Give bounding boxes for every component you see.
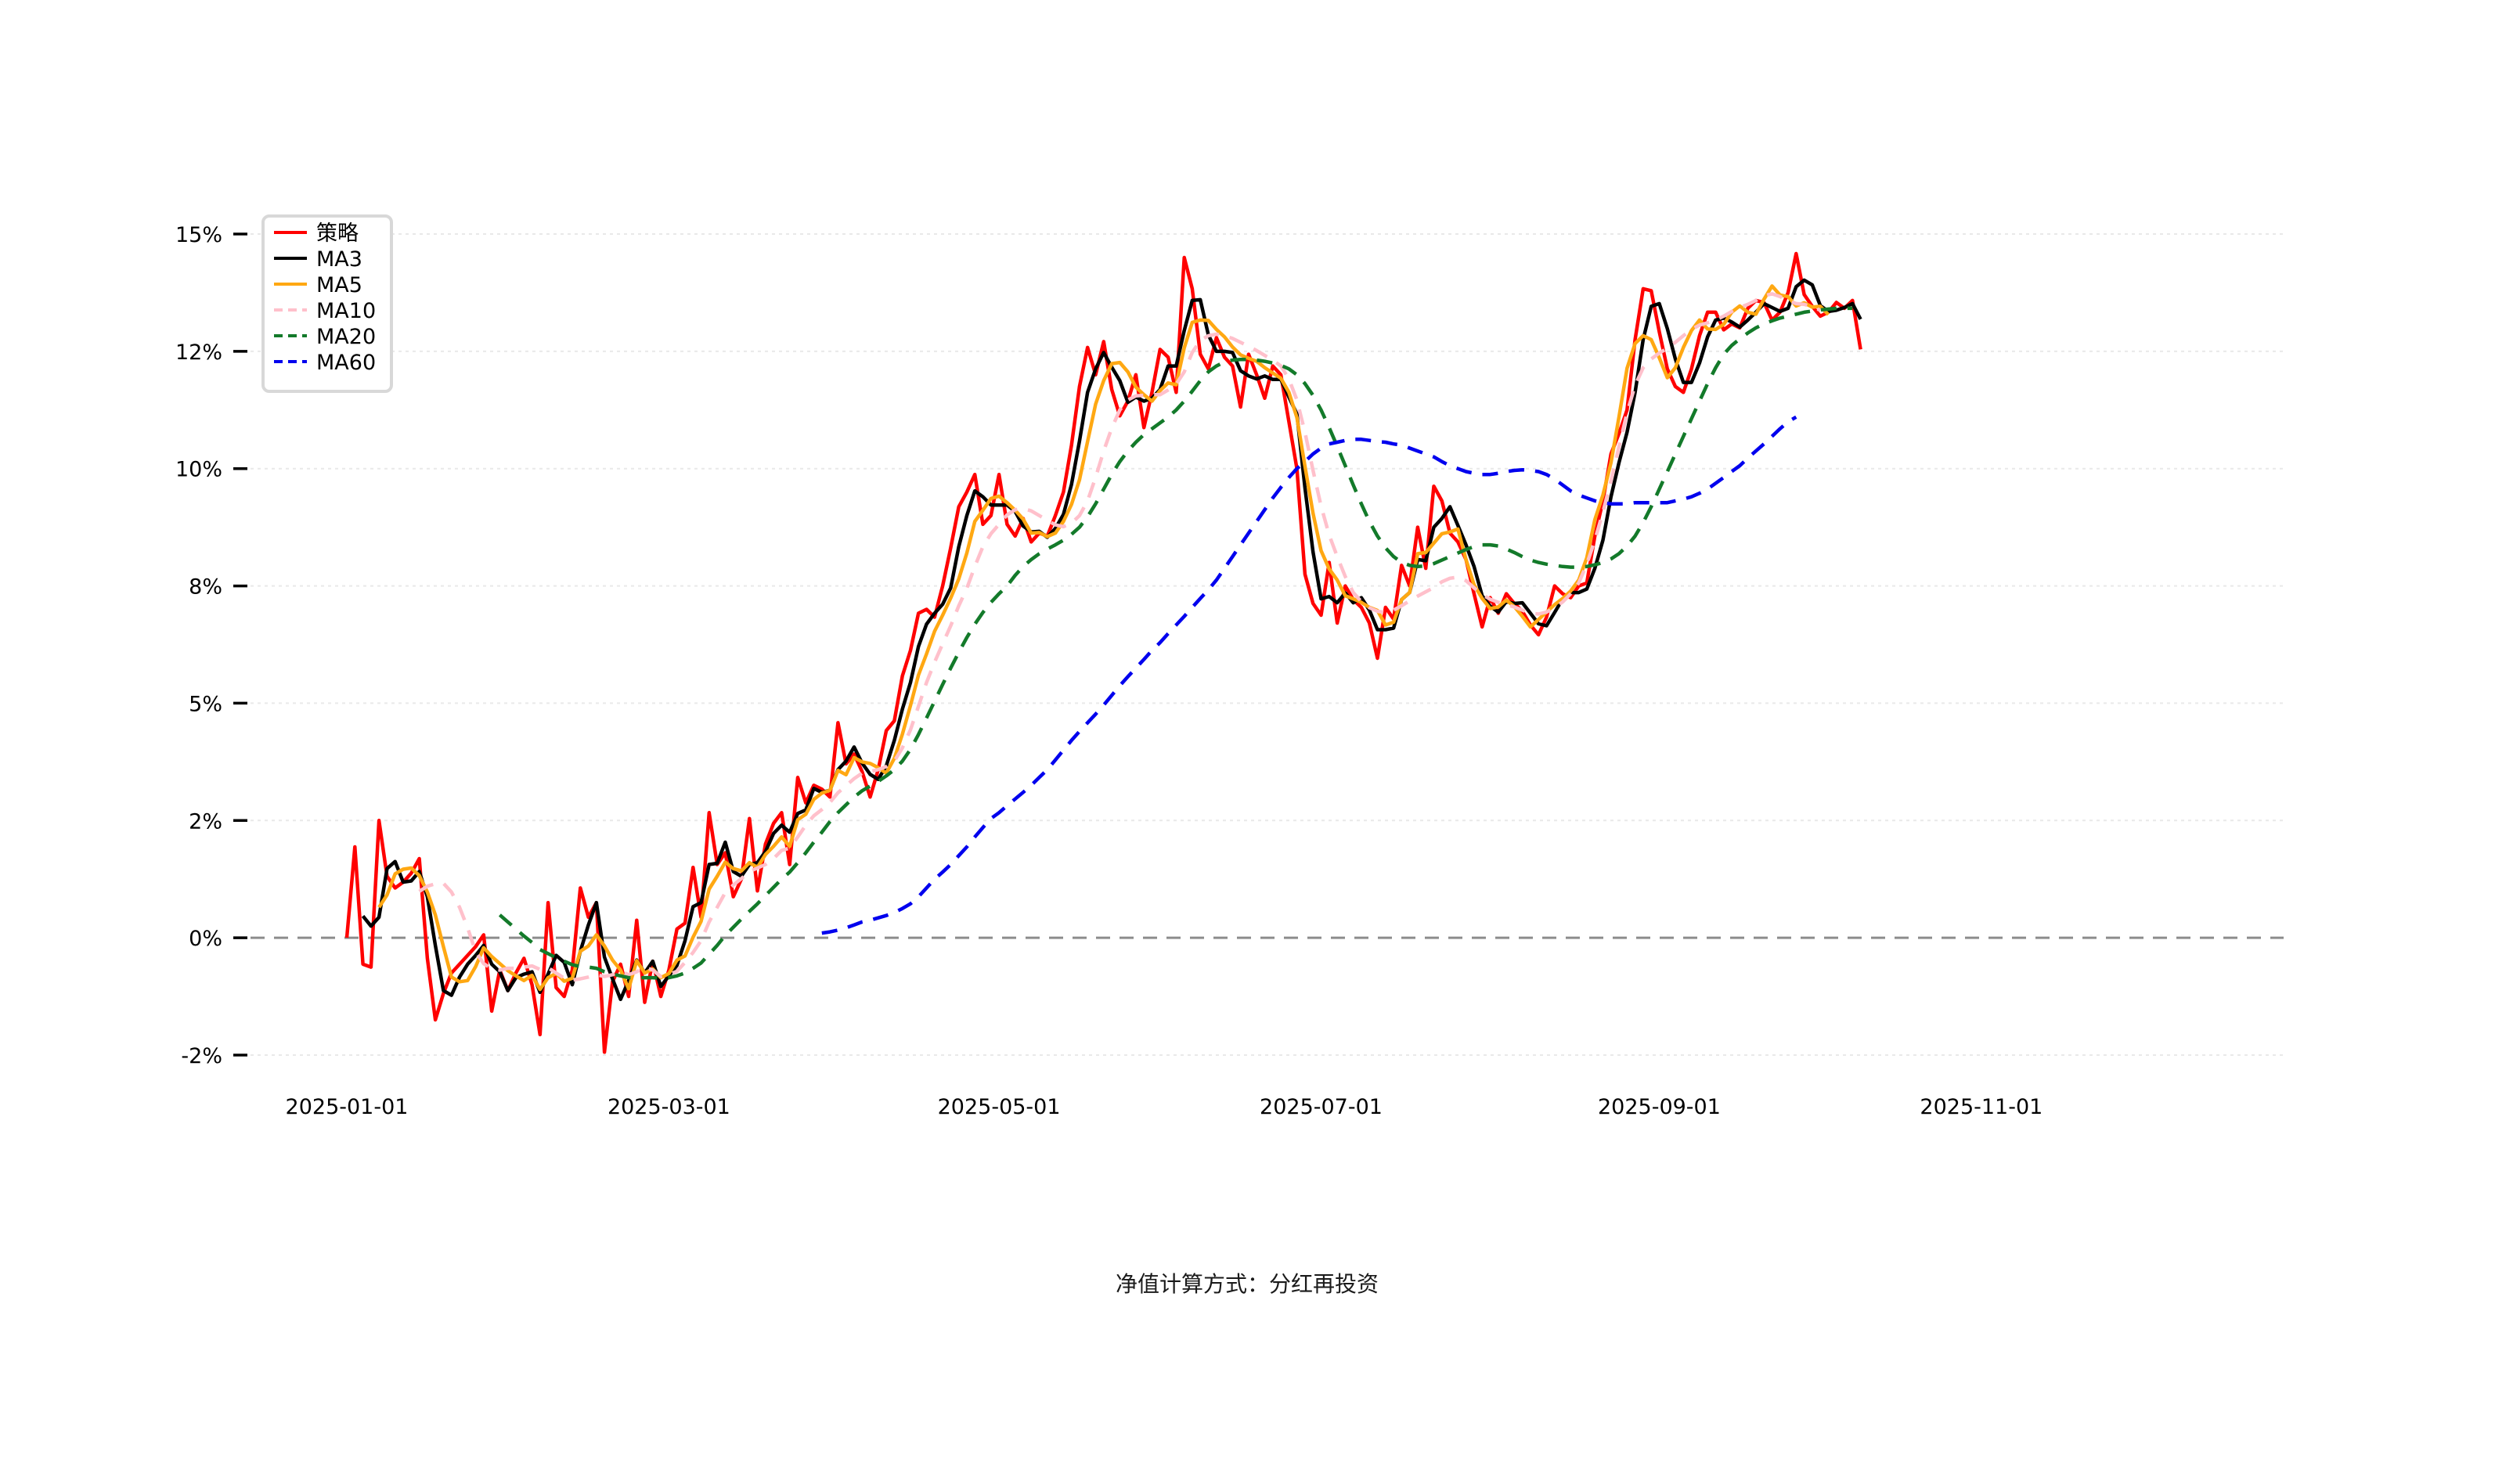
legend-label-MA60: MA60 — [316, 351, 376, 375]
x-tick-label: 2025-07-01 — [1260, 1095, 1383, 1119]
legend-label-MA5: MA5 — [316, 273, 362, 297]
footer-note: 净值计算方式：分红再投资 — [1116, 1271, 1379, 1297]
y-tick-label: 15% — [175, 223, 222, 247]
x-axis: 2025-01-01 2025-03-01 2025-05-01 2025-07-01… — [286, 1095, 2043, 1119]
x-tick-label: 2025-01-01 — [286, 1095, 409, 1119]
x-tick-label: 2025-05-01 — [938, 1095, 1061, 1119]
x-tick-label: 2025-11-01 — [1920, 1095, 2043, 1119]
series-line-MA10 — [418, 292, 1822, 982]
y-tick-label: 12% — [175, 340, 222, 365]
x-tick-label: 2025-09-01 — [1598, 1095, 1721, 1119]
series-line-MA60 — [821, 415, 1797, 935]
y-tick-label: 0% — [189, 927, 222, 951]
series-line-MA20 — [498, 306, 1853, 981]
legend-label-MA10: MA10 — [316, 299, 376, 323]
y-tick-label: -2% — [181, 1044, 222, 1068]
y-tick-label: 8% — [189, 575, 222, 600]
series-group — [344, 251, 1862, 1054]
y-tick-label: 2% — [189, 809, 222, 834]
y-axis: 15% 12% 10% 8% 5% 2% 0% -2% — [175, 223, 247, 1068]
series-line-策略 — [344, 251, 1862, 1054]
gridlines — [251, 233, 2284, 1056]
series-line-MA5 — [377, 284, 1830, 992]
legend-label-MA20: MA20 — [316, 325, 376, 349]
y-tick-label: 5% — [189, 692, 222, 716]
legend-label-MA3: MA3 — [316, 247, 362, 272]
legend-label-策略: 策略 — [316, 222, 359, 246]
y-tick-label: 10% — [175, 458, 222, 482]
x-tick-label: 2025-03-01 — [608, 1095, 730, 1119]
